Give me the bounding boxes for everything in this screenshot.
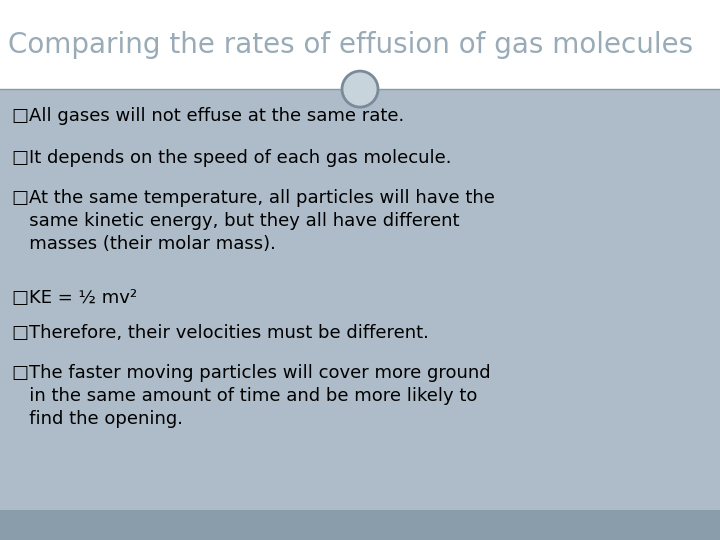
Text: Comparing the rates of effusion of gas molecules: Comparing the rates of effusion of gas m… (8, 31, 693, 58)
FancyBboxPatch shape (0, 89, 720, 510)
Text: □The faster moving particles will cover more ground
   in the same amount of tim: □The faster moving particles will cover … (12, 364, 490, 428)
FancyBboxPatch shape (0, 0, 720, 89)
Text: □Therefore, their velocities must be different.: □Therefore, their velocities must be dif… (12, 324, 429, 342)
Text: □All gases will not effuse at the same rate.: □All gases will not effuse at the same r… (12, 107, 404, 125)
FancyBboxPatch shape (0, 510, 720, 540)
Text: □It depends on the speed of each gas molecule.: □It depends on the speed of each gas mol… (12, 149, 451, 167)
Text: □At the same temperature, all particles will have the
   same kinetic energy, bu: □At the same temperature, all particles … (12, 189, 495, 253)
Text: □KE = ½ mv²: □KE = ½ mv² (12, 289, 137, 307)
Circle shape (342, 71, 378, 107)
